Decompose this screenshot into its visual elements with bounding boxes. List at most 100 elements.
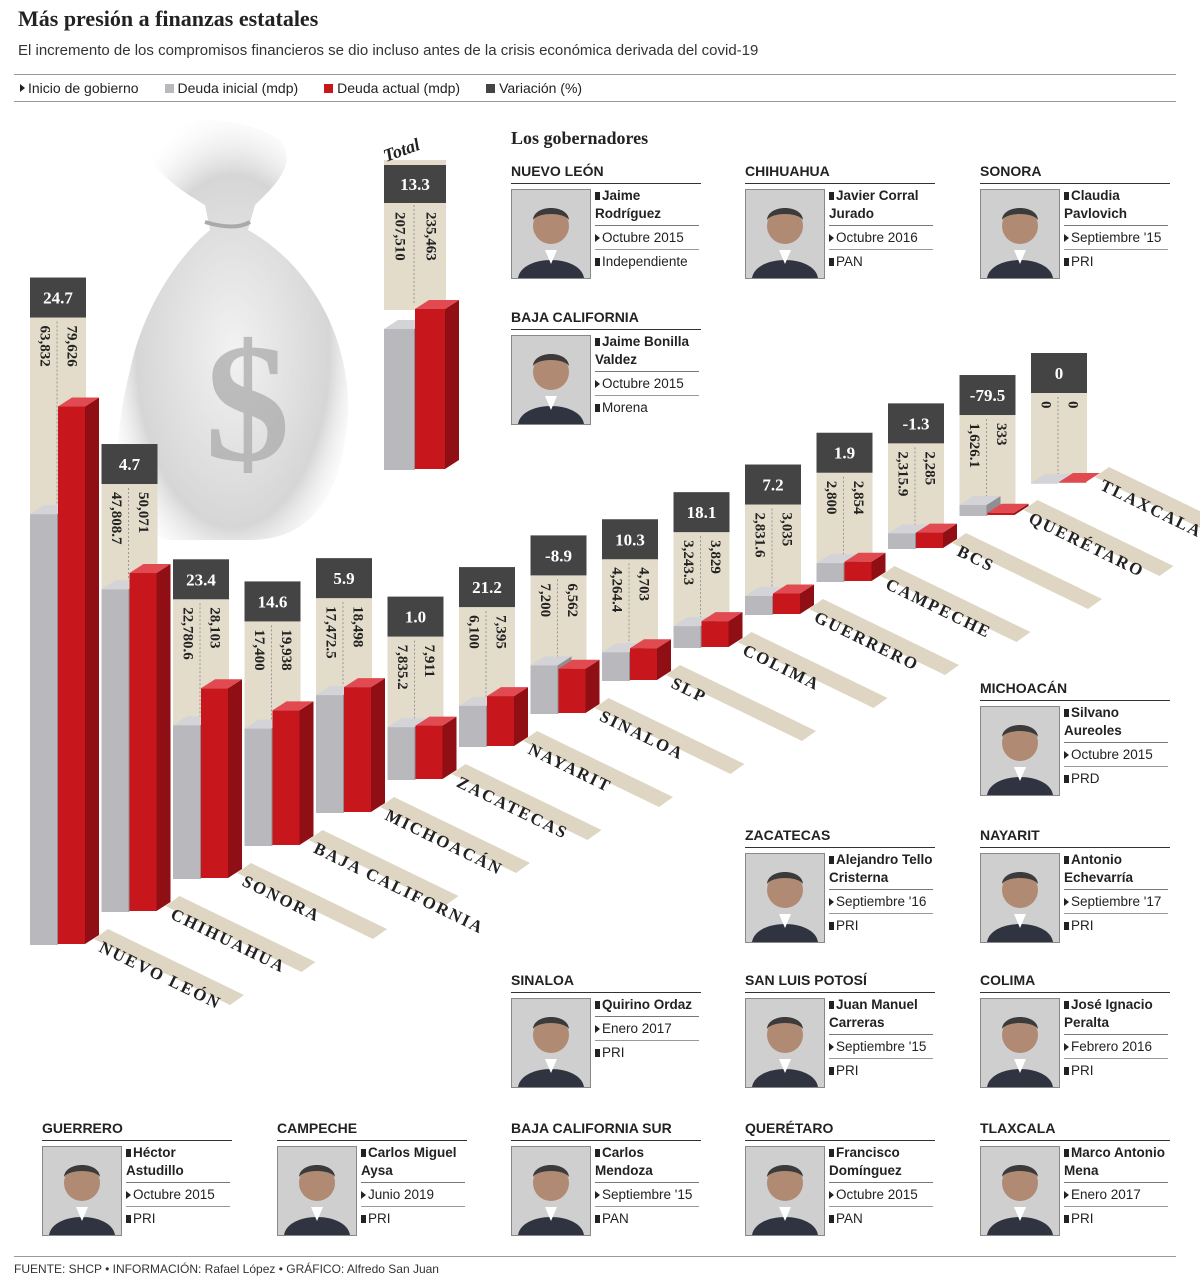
governor-card: SONORA Claudia Pavlovich Septiembre '15 PRI — [980, 163, 1170, 279]
governor-start-row: Octubre 2015 — [829, 1183, 933, 1207]
variation-box — [387, 596, 444, 637]
variation-box — [959, 375, 1016, 416]
variation-label: 23.4 — [186, 570, 216, 589]
governor-card: NAYARIT Antonio Echevarría Septiembre '17 P… — [980, 827, 1170, 943]
initial-debt-bar — [30, 514, 57, 945]
marker-icon — [1064, 258, 1069, 266]
variation-box — [173, 559, 229, 600]
governor-party-row: PRI — [829, 914, 933, 937]
variation-label: -1.3 — [903, 414, 930, 433]
floor-strip — [809, 599, 959, 675]
governor-info: José Ignacio Peralta Febrero 2016 PRI — [1064, 996, 1168, 1082]
current-debt-bar-top — [272, 701, 314, 711]
current-debt-bar-top — [844, 552, 886, 562]
governor-name: Alejandro Tello Cristerna — [829, 852, 933, 885]
governor-card: MICHOACÁN Silvano Aureoles Octubre 2015 PRD — [980, 680, 1170, 796]
variation-box — [602, 519, 658, 560]
governor-party: PRI — [1071, 918, 1094, 933]
governor-start: Septiembre '15 — [1071, 230, 1162, 245]
governor-card: COLIMA José Ignacio Peralta Febrero 2016 PR… — [980, 972, 1170, 1088]
initial-debt-bar-top — [673, 617, 715, 627]
triangle-marker-icon — [595, 1025, 600, 1033]
triangle-marker-icon — [1064, 234, 1069, 242]
governor-start: Enero 2017 — [1071, 1187, 1141, 1202]
initial-swatch-icon — [164, 83, 174, 93]
initial-debt-bar-top — [1031, 474, 1072, 483]
governor-name-row: Claudia Pavlovich — [1064, 187, 1168, 226]
governor-party-row: PRI — [829, 1059, 933, 1082]
marker-icon — [595, 404, 600, 412]
value-panel — [673, 532, 730, 627]
current-value-label: 2,854 — [850, 481, 866, 515]
governor-name: Juan Manuel Carreras — [829, 997, 918, 1030]
marker-icon — [1064, 856, 1069, 864]
governor-start-row: Septiembre '15 — [1064, 226, 1168, 250]
floor-strip — [952, 533, 1102, 609]
total-variation-label: 13.3 — [400, 175, 430, 194]
current-debt-bar-side — [871, 552, 886, 581]
legend-item-inicio: Inicio de gobierno — [14, 80, 139, 96]
governor-photo — [277, 1146, 357, 1236]
initial-debt-bar — [1031, 483, 1058, 484]
portrait-icon — [981, 999, 1059, 1087]
current-debt-bar — [58, 406, 85, 944]
triangle-marker-icon — [1064, 1191, 1069, 1199]
variation-label: 21.2 — [472, 578, 502, 597]
governor-name-row: Alejandro Tello Cristerna — [829, 851, 933, 890]
total-current-bar-side — [445, 300, 459, 469]
governor-party: PRI — [1071, 254, 1094, 269]
initial-value-label: 0 — [1038, 401, 1054, 409]
triangle-marker-icon — [595, 1191, 600, 1199]
initial-debt-bar-top — [530, 656, 572, 666]
marker-icon — [829, 1149, 834, 1157]
governor-name-row: Héctor Astudillo — [126, 1144, 230, 1183]
current-debt-bar-top — [630, 639, 671, 649]
initial-value-label: 1,626.1 — [966, 423, 982, 468]
legend-label-initial: Deuda inicial (mdp) — [177, 80, 299, 96]
portrait-icon — [981, 707, 1059, 795]
triangle-marker-icon — [595, 234, 600, 242]
current-debt-bar — [1059, 482, 1086, 483]
floor-strip — [666, 665, 816, 741]
current-value-label: 79,626 — [64, 326, 80, 368]
governor-name-row: Jaime Bonilla Valdez — [595, 333, 699, 372]
governor-name: Carlos Mendoza — [595, 1145, 653, 1178]
portrait-icon — [746, 190, 824, 278]
governor-state: BAJA CALIFORNIA SUR — [511, 1120, 701, 1141]
initial-value-label: 17,472.5 — [323, 606, 339, 659]
current-debt-bar — [773, 593, 800, 614]
current-debt-bar-top — [58, 397, 99, 407]
governor-name: Carlos Miguel Aysa — [361, 1145, 457, 1178]
current-debt-bar-side — [156, 564, 171, 911]
triangle-marker-icon — [126, 1191, 131, 1199]
marker-icon — [829, 856, 834, 864]
marker-icon — [361, 1149, 366, 1157]
governor-party: PRI — [1071, 1063, 1094, 1078]
marker-icon — [1064, 1067, 1069, 1075]
current-debt-bar-side — [442, 716, 457, 779]
governor-name: Jaime Bonilla Valdez — [595, 334, 690, 367]
portrait-icon — [746, 854, 824, 942]
governor-start-row: Septiembre '16 — [829, 890, 933, 914]
state-bar-group: 4.7 47,808.7 50,071 — [101, 444, 171, 912]
governor-info: Claudia Pavlovich Septiembre '15 PRI — [1064, 187, 1168, 273]
state-bar-group: 18.1 3,243.3 3,829 — [673, 492, 743, 648]
marker-icon — [361, 1215, 366, 1223]
current-value-label: 2,285 — [922, 451, 938, 485]
governor-state: SINALOA — [511, 972, 701, 993]
governor-party: PRI — [602, 1045, 625, 1060]
total-current-bar — [415, 309, 445, 469]
governor-card: TLAXCALA Marco Antonio Mena Enero 2017 PRI — [980, 1120, 1170, 1236]
governor-photo — [745, 853, 825, 943]
floor-strip — [523, 731, 673, 807]
current-debt-bar-top — [558, 659, 600, 669]
current-debt-bar — [701, 621, 729, 647]
governor-party-row: Independiente — [595, 250, 699, 273]
money-bag-icon: $ — [118, 120, 349, 540]
governor-party-row: PRI — [361, 1207, 465, 1230]
initial-debt-bar — [244, 728, 272, 846]
governor-party-row: PRI — [1064, 1059, 1168, 1082]
initial-value-label: 47,808.7 — [108, 492, 124, 545]
governor-state: QUERÉTARO — [745, 1120, 935, 1141]
variation-label: 18.1 — [687, 503, 717, 522]
